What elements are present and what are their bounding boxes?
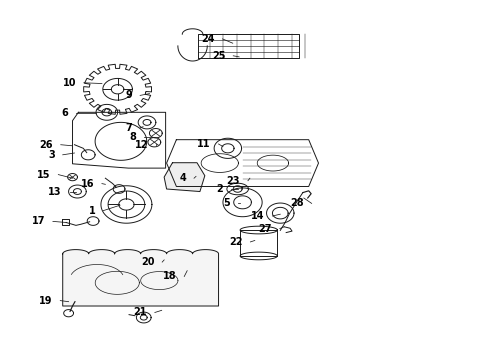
Text: 3: 3: [48, 150, 55, 160]
Text: 2: 2: [216, 184, 223, 194]
Text: 25: 25: [212, 51, 225, 61]
Text: 28: 28: [290, 198, 304, 208]
Text: 23: 23: [226, 176, 240, 186]
Text: 18: 18: [163, 271, 176, 282]
Text: 10: 10: [62, 78, 76, 88]
Text: 27: 27: [258, 224, 272, 234]
Text: 21: 21: [133, 307, 147, 318]
Text: 12: 12: [134, 140, 148, 150]
Polygon shape: [164, 163, 205, 192]
Text: 24: 24: [201, 34, 215, 44]
Text: 20: 20: [141, 257, 154, 267]
Text: 14: 14: [251, 211, 265, 221]
Text: 11: 11: [197, 139, 211, 149]
Text: 7: 7: [125, 123, 132, 133]
Text: 22: 22: [229, 237, 243, 247]
Text: 17: 17: [31, 216, 45, 226]
Text: 19: 19: [39, 296, 52, 306]
Text: 6: 6: [62, 108, 69, 118]
Text: 5: 5: [223, 198, 230, 208]
Text: 13: 13: [48, 186, 62, 197]
Text: 9: 9: [125, 90, 132, 100]
Text: 4: 4: [179, 173, 186, 183]
Polygon shape: [63, 249, 219, 306]
Text: 26: 26: [39, 140, 53, 150]
Text: 1: 1: [89, 206, 96, 216]
Text: 16: 16: [80, 179, 94, 189]
Text: 8: 8: [129, 132, 136, 142]
Text: 15: 15: [37, 170, 50, 180]
